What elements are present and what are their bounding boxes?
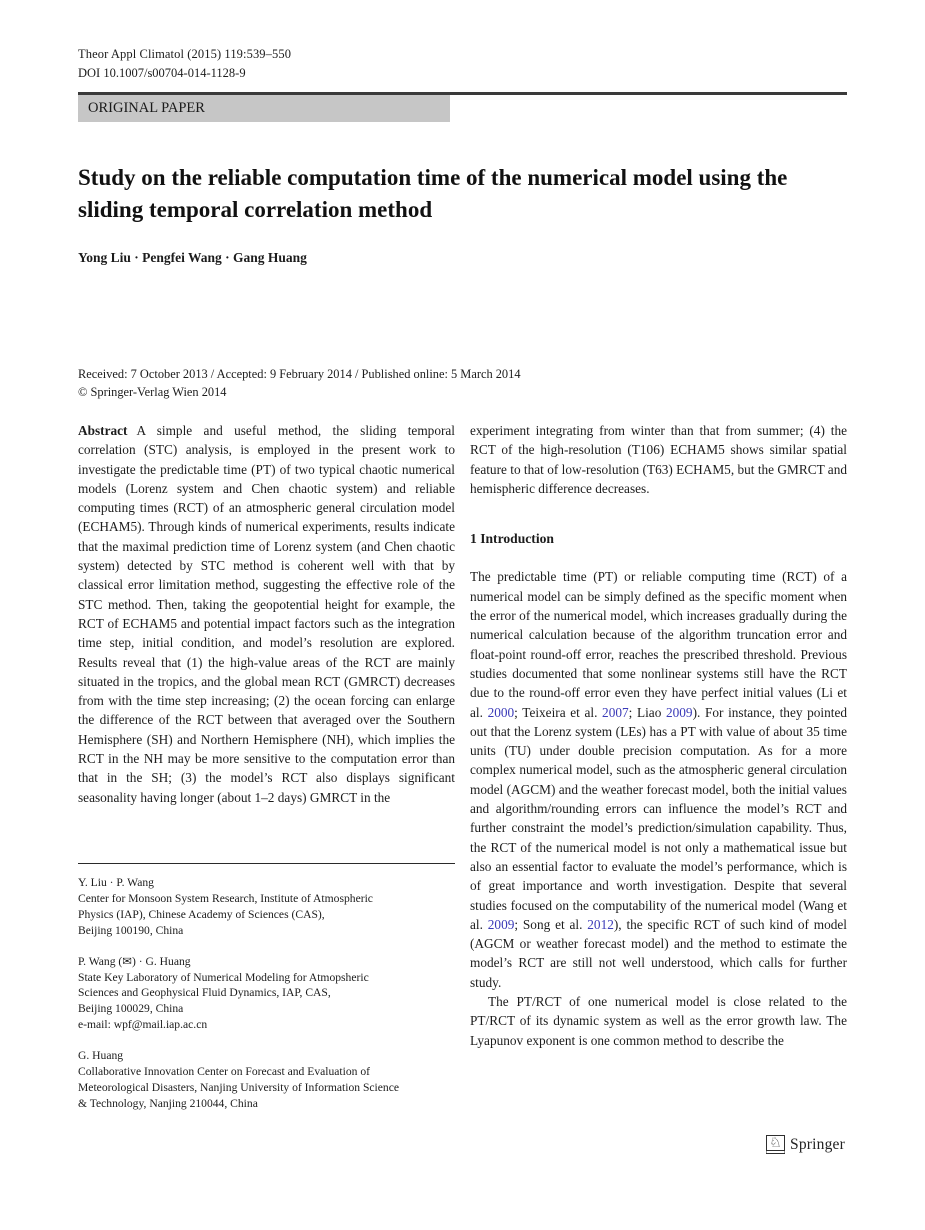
copyright-line: © Springer-Verlag Wien 2014 (78, 385, 227, 399)
header-rule (78, 92, 847, 95)
page-title: Study on the reliable computation time o… (78, 165, 788, 222)
citation-year-link[interactable]: 2012 (587, 916, 614, 932)
publisher-wordmark: Springer (790, 1135, 845, 1153)
abstract-text-col2: experiment integrating from winter than … (470, 423, 847, 496)
springer-horse-icon: ♘ (766, 1135, 785, 1154)
citation-year-link[interactable]: 2009 (665, 704, 693, 720)
doi-line: DOI 10.1007/s00704-014-1128-9 (78, 66, 246, 80)
right-column: experiment integrating from winter than … (470, 421, 847, 1050)
abstract-text-col1: A simple and useful method, the sliding … (78, 423, 455, 805)
citation-year-link[interactable]: 2007 (602, 704, 629, 720)
left-column: Abstract A simple and useful method, the … (78, 421, 455, 807)
publisher-logo: ♘ Springer (766, 1135, 845, 1154)
abstract-paragraph: Abstract A simple and useful method, the … (78, 421, 455, 807)
citation-year-link[interactable]: 2000 (487, 704, 515, 720)
introduction-heading: 1 Introduction (470, 531, 554, 547)
citation-year-link[interactable]: 2009 (487, 916, 515, 932)
received-accepted-line: Received: 7 October 2013 / Accepted: 9 F… (78, 367, 521, 381)
affiliation-footnotes: Y. Liu · P. Wang Center for Monsoon Syste… (78, 863, 455, 1127)
affiliation-block-1: Y. Liu · P. Wang Center for Monsoon Syste… (78, 876, 373, 937)
affiliation-block-2: P. Wang (✉) · G. Huang State Key Laborato… (78, 954, 369, 1032)
footnote-rule (78, 863, 455, 864)
author-line: Yong Liu · Pengfei Wang · Gang Huang (78, 250, 307, 265)
journal-citation-line: Theor Appl Climatol (2015) 119:539–550 (78, 47, 292, 61)
introduction-paragraph-1: The predictable time (PT) or reliable co… (470, 569, 848, 990)
affiliation-block-3: G. Huang Collaborative Innovation Center … (78, 1049, 399, 1110)
introduction-paragraph-2: The PT/RCT of one numerical model is clo… (470, 994, 847, 1048)
abstract-label: Abstract (78, 423, 128, 438)
article-type-banner: ORIGINAL PAPER (78, 95, 450, 122)
